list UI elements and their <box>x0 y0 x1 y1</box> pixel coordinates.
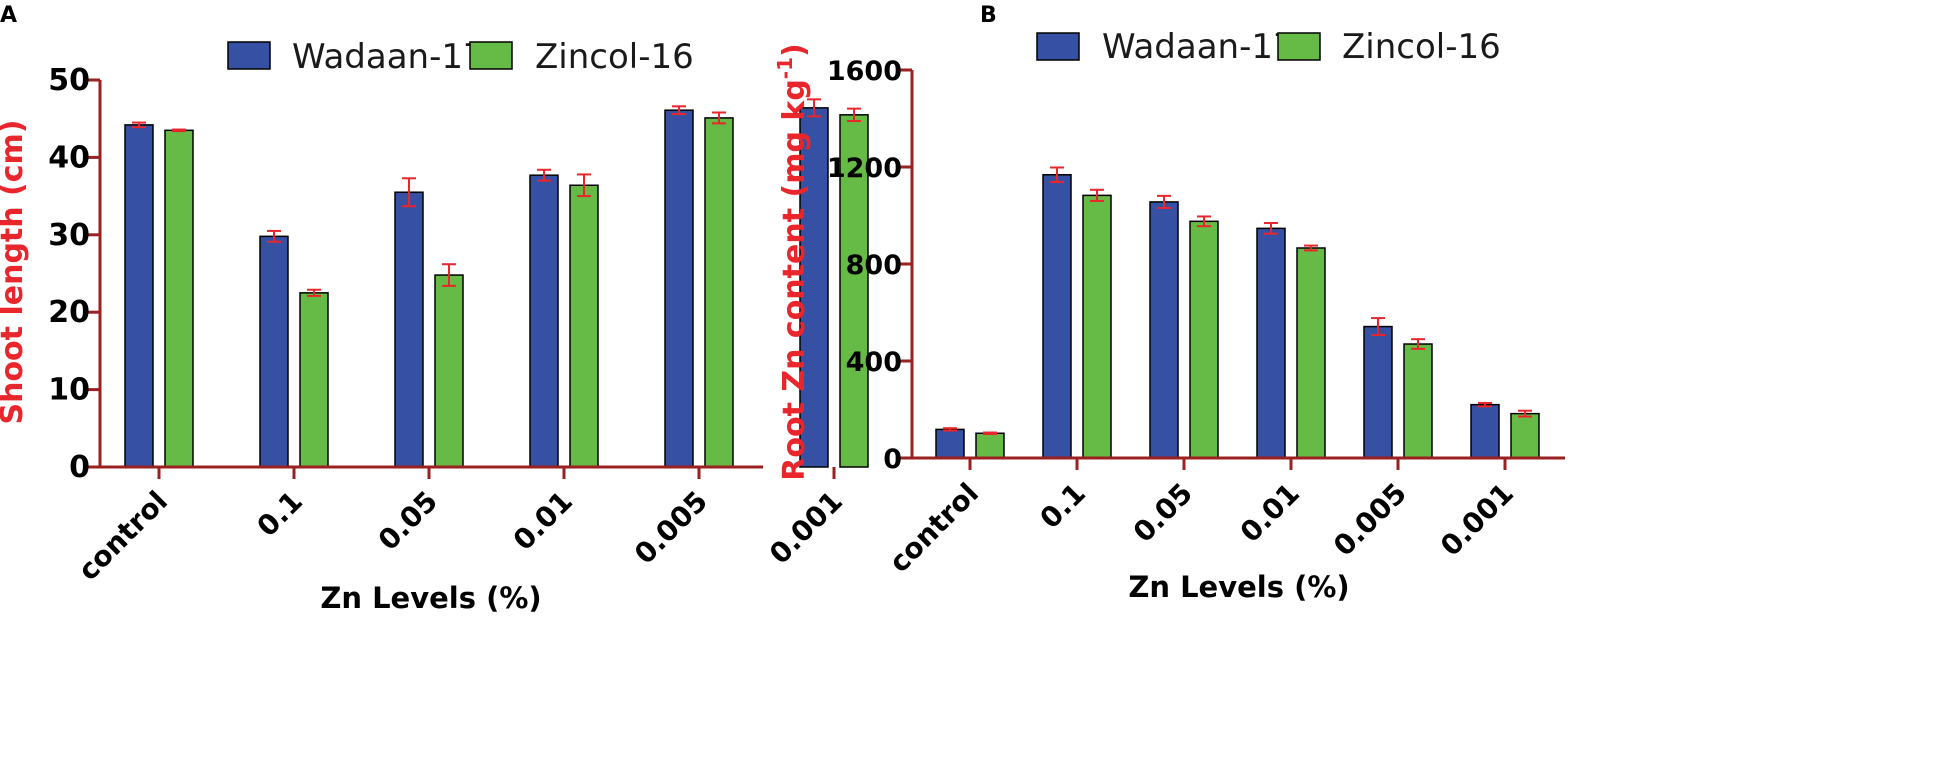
a-errorbar-wadaan-2 <box>402 177 416 208</box>
a-errorbar-zincol-1 <box>307 288 321 297</box>
b-ytick-label-1: 400 <box>846 347 902 378</box>
b-xtick-label-3: 0.01 <box>1234 477 1306 549</box>
b-y-axis-title: Root Zn content (mg kg-1) <box>773 43 812 481</box>
a-errorbar-zincol-0 <box>172 128 186 133</box>
a-bar-wadaan-2 <box>394 191 424 468</box>
a-bar-zincol-1 <box>299 292 329 468</box>
b-bar-wadaan-0 <box>935 428 965 459</box>
a-bar-zincol-4 <box>704 117 734 468</box>
b-ytick-label-3: 1200 <box>827 153 902 184</box>
a-errorbar-wadaan-5 <box>807 98 821 118</box>
b-x-axis-title: Zn Levels (%) <box>1128 570 1349 604</box>
b-errorbar-zincol-0 <box>983 431 997 435</box>
a-errorbar-wadaan-4 <box>672 105 686 116</box>
b-ytick-label-2: 800 <box>846 250 902 281</box>
b-legend-label-zincol: Zincol-16 <box>1342 27 1501 67</box>
b-errorbar-wadaan-4 <box>1371 317 1385 337</box>
a-x-axis-title: Zn Levels (%) <box>320 581 541 615</box>
b-errorbar-zincol-4 <box>1411 338 1425 350</box>
a-legend-swatch-zincol <box>469 41 513 70</box>
b-ytick-label-4: 1600 <box>827 56 902 87</box>
a-xtick-label-3: 0.01 <box>507 485 579 557</box>
b-errorbar-wadaan-0 <box>943 427 957 432</box>
a-ytick-label-5: 50 <box>48 63 90 98</box>
b-errorbar-wadaan-3 <box>1264 222 1278 235</box>
a-xtick-label-0: control <box>72 485 174 587</box>
a-bar-zincol-0 <box>164 129 194 468</box>
b-bar-wadaan-2 <box>1149 201 1179 459</box>
b-bar-wadaan-1 <box>1042 174 1072 459</box>
a-ytick-label-2: 20 <box>48 295 90 330</box>
a-ytick-label-3: 30 <box>48 218 90 253</box>
b-errorbar-wadaan-1 <box>1050 166 1064 184</box>
a-bar-wadaan-3 <box>529 174 559 468</box>
a-ytick-label-4: 40 <box>48 140 90 175</box>
a-errorbar-zincol-4 <box>712 111 726 125</box>
b-xtick-label-4: 0.005 <box>1327 477 1413 563</box>
b-bar-zincol-3 <box>1296 247 1326 459</box>
a-bar-wadaan-0 <box>124 124 154 468</box>
b-legend-label-wadaan: Wadaan-17 <box>1102 27 1295 67</box>
b-errorbar-wadaan-2 <box>1157 194 1171 209</box>
a-legend-label-zincol: Zincol-16 <box>535 37 694 77</box>
b-bar-wadaan-4 <box>1363 325 1393 459</box>
b-errorbar-wadaan-5 <box>1478 401 1492 408</box>
a-errorbar-wadaan-0 <box>132 121 146 129</box>
b-bar-wadaan-3 <box>1256 227 1286 459</box>
b-xtick-label-5: 0.001 <box>1434 477 1520 563</box>
a-errorbar-wadaan-1 <box>267 229 281 243</box>
a-xtick-label-4: 0.005 <box>628 485 714 571</box>
a-y-axis-title: Shoot length (cm) <box>0 119 30 424</box>
b-errorbar-zincol-2 <box>1197 215 1211 228</box>
a-ytick-label-0: 0 <box>69 450 90 485</box>
a-errorbar-zincol-2 <box>442 263 456 287</box>
chart-panel-a: Wadaan-17 Zincol-16 0 10 20 30 40 50 control 0.1 0… <box>0 37 869 615</box>
b-errorbar-zincol-5 <box>1518 409 1532 418</box>
b-xtick-label-0: control <box>883 477 985 579</box>
a-bar-wadaan-5 <box>799 107 829 468</box>
a-errorbar-zincol-3 <box>577 173 591 198</box>
a-ytick-label-1: 10 <box>48 373 90 408</box>
b-bar-zincol-1 <box>1082 194 1112 459</box>
a-bar-zincol-2 <box>434 274 464 468</box>
b-bar-zincol-0 <box>975 432 1005 459</box>
b-ytick-label-0: 0 <box>883 444 902 475</box>
a-bar-wadaan-4 <box>664 109 694 468</box>
b-legend-swatch-wadaan <box>1036 32 1080 61</box>
a-xtick-label-1: 0.1 <box>251 485 309 543</box>
chart-panel-b: Wadaan-17 Zincol-16 0 400 800 1200 1600 control… <box>773 27 1565 604</box>
b-xtick-label-1: 0.1 <box>1034 477 1092 535</box>
b-errorbar-zincol-1 <box>1090 188 1104 202</box>
a-errorbar-wadaan-3 <box>537 168 551 182</box>
a-bar-zincol-3 <box>569 184 599 468</box>
b-errorbar-zincol-3 <box>1304 244 1318 252</box>
b-bar-zincol-5 <box>1510 412 1540 459</box>
b-bar-zincol-4 <box>1403 343 1433 459</box>
panel-a-label: A <box>0 3 17 28</box>
a-bar-zincol-5 <box>839 114 869 468</box>
panel-b-label: B <box>980 3 997 28</box>
a-xtick-label-5: 0.001 <box>763 485 849 571</box>
b-bar-zincol-2 <box>1189 220 1219 459</box>
a-legend-swatch-wadaan <box>227 41 271 70</box>
a-errorbar-zincol-5 <box>847 107 861 123</box>
a-xtick-label-2: 0.05 <box>372 485 444 557</box>
b-legend-swatch-zincol <box>1277 32 1321 61</box>
a-legend-label-wadaan: Wadaan-17 <box>292 37 485 77</box>
b-bar-wadaan-5 <box>1470 403 1500 459</box>
a-bar-wadaan-1 <box>259 235 289 468</box>
b-xtick-label-2: 0.05 <box>1127 477 1199 549</box>
